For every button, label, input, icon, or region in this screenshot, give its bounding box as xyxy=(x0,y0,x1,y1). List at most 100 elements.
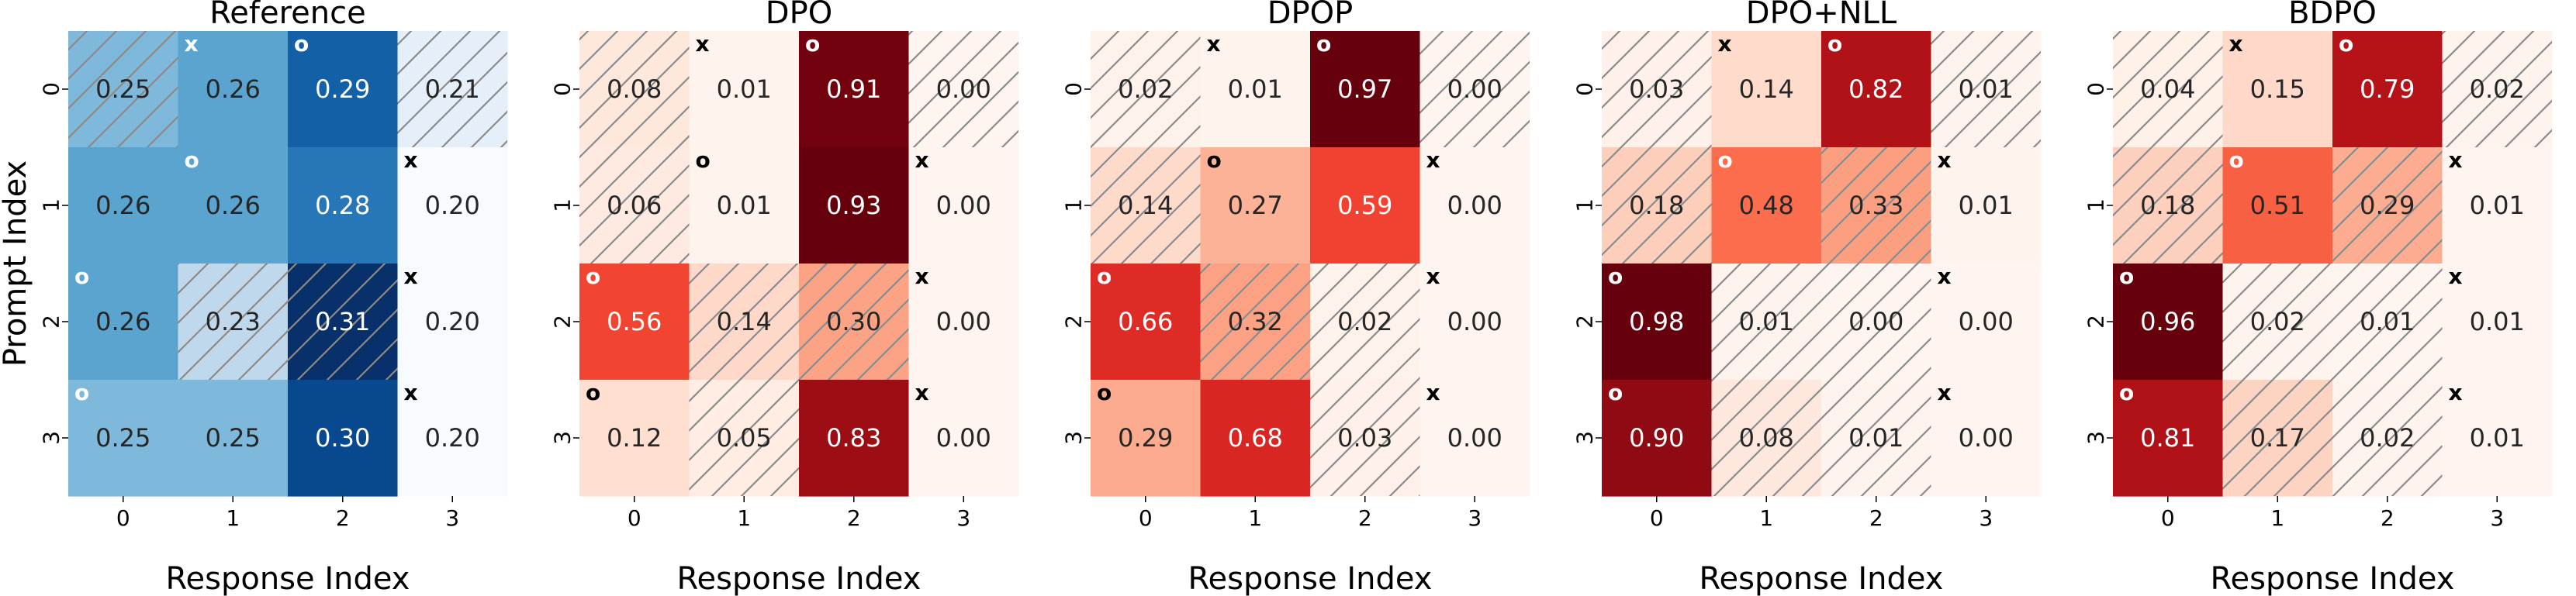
cell-value-label: 0.66 xyxy=(1118,307,1173,336)
heatmap-cell xyxy=(1091,264,1202,381)
cell-value-label: 0.02 xyxy=(2360,423,2415,453)
x-tick-label: 3 xyxy=(445,505,459,531)
choice-marker: o xyxy=(805,31,820,57)
y-tick-label: 2 xyxy=(2083,315,2109,329)
hatch-overlay xyxy=(1310,380,1420,496)
hatch-overlay xyxy=(1602,147,1712,264)
heatmap-cell xyxy=(1602,264,1713,381)
cell-value-label: 0.29 xyxy=(2360,191,2415,220)
cell-value-label: 0.15 xyxy=(2250,74,2305,104)
heatmap-cell xyxy=(1200,380,1311,497)
heatmap-panel-3: 0.03 0.14 0.82 0.01 0.18 0.48 0.33 0.01 0.98 0.01… xyxy=(1572,0,2042,596)
cell-value-label: 0.01 xyxy=(1228,74,1283,104)
hatch-overlay xyxy=(1711,380,1821,496)
heatmap-cell xyxy=(689,147,800,264)
choice-marker: o xyxy=(2119,264,2134,289)
cell-value-label: 0.26 xyxy=(95,191,150,220)
heatmap-cell xyxy=(799,147,910,264)
x-tick-label: 0 xyxy=(2161,505,2175,531)
cell-value-label: 0.20 xyxy=(425,191,480,220)
choice-marker: x xyxy=(915,380,929,405)
cell-value-label: 0.26 xyxy=(206,74,261,104)
cell-value-label: 0.33 xyxy=(1848,191,1903,220)
cell-value-label: 0.91 xyxy=(826,74,881,104)
heatmap-cell xyxy=(178,31,289,148)
heatmap-cell xyxy=(799,31,910,148)
cell-value-label: 0.31 xyxy=(315,307,370,336)
choice-marker: x xyxy=(2229,31,2243,57)
cell-value-label: 0.97 xyxy=(1337,74,1392,104)
cell-value-label: 0.00 xyxy=(1959,423,2014,453)
choice-marker: x xyxy=(404,147,418,173)
heatmap-cell xyxy=(908,264,1019,381)
cell-value-label: 0.56 xyxy=(607,307,662,336)
hatch-overlay xyxy=(2442,31,2552,147)
heatmap-cell xyxy=(2442,147,2553,264)
choice-marker: x xyxy=(1718,31,1732,57)
cell-value-label: 0.68 xyxy=(1228,423,1283,453)
choice-marker: o xyxy=(185,147,199,173)
hatch-overlay xyxy=(2332,147,2443,264)
choice-marker: o xyxy=(2119,380,2134,405)
choice-marker: o xyxy=(586,264,600,289)
cell-value-label: 0.29 xyxy=(315,74,370,104)
cell-value-label: 0.03 xyxy=(1629,74,1684,104)
cell-value-label: 0.26 xyxy=(206,191,261,220)
heatmap-cell xyxy=(288,380,399,497)
y-tick-label: 1 xyxy=(550,198,576,212)
cell-value-label: 0.00 xyxy=(936,191,991,220)
heatmap-cell xyxy=(1419,380,1530,497)
choice-marker: x xyxy=(915,264,929,289)
cell-value-label: 0.48 xyxy=(1739,191,1794,220)
cell-value-label: 0.08 xyxy=(1739,423,1794,453)
cell-value-label: 0.26 xyxy=(95,307,150,336)
y-tick-label: 1 xyxy=(1572,198,1598,212)
cell-value-label: 0.90 xyxy=(1629,423,1684,453)
cell-value-label: 0.25 xyxy=(206,423,261,453)
choice-marker: x xyxy=(2449,380,2463,405)
x-tick-label: 3 xyxy=(1979,505,1993,531)
x-tick-label: 2 xyxy=(336,505,350,531)
heatmap-cell xyxy=(1310,31,1421,148)
choice-marker: o xyxy=(74,380,89,405)
heatmap-panel-1: 0.08 0.01 0.91 0.00 0.06 0.01 0.93 0.00 0.56 0.14… xyxy=(550,0,1019,596)
panel-title: DPO xyxy=(766,0,832,31)
heatmap-cell xyxy=(68,147,179,264)
cell-value-label: 0.14 xyxy=(1739,74,1794,104)
heatmap-cell xyxy=(908,147,1019,264)
x-tick-label: 2 xyxy=(847,505,861,531)
heatmap-cell xyxy=(1711,31,1822,148)
heatmap-cell xyxy=(288,147,399,264)
heatmap-cell xyxy=(1419,264,1530,381)
cell-value-label: 0.83 xyxy=(826,423,881,453)
choice-marker: o xyxy=(586,380,600,405)
y-tick-label: 0 xyxy=(1061,82,1087,96)
cell-value-label: 0.03 xyxy=(1337,423,1392,453)
choice-marker: o xyxy=(1718,147,1733,173)
cell-value-label: 0.01 xyxy=(1959,74,2014,104)
choice-marker: o xyxy=(74,264,89,289)
cell-value-label: 0.59 xyxy=(1337,191,1392,220)
cell-value-label: 0.93 xyxy=(826,191,881,220)
heatmap-cell xyxy=(689,31,800,148)
cell-value-label: 0.25 xyxy=(95,74,150,104)
choice-marker: x xyxy=(1938,147,1952,173)
x-tick-label: 2 xyxy=(1358,505,1372,531)
x-axis-label: Response Index xyxy=(1188,561,1433,596)
choice-marker: x xyxy=(1207,31,1221,57)
hatch-overlay xyxy=(1091,31,1201,147)
heatmap-cell xyxy=(2113,264,2224,381)
cell-value-label: 0.01 xyxy=(717,191,772,220)
heatmap-cell xyxy=(178,147,289,264)
heatmap-cell xyxy=(1602,380,1713,497)
choice-marker: x xyxy=(404,264,418,289)
heatmap-cell xyxy=(1711,147,1822,264)
choice-marker: x xyxy=(1426,380,1440,405)
cell-value-label: 0.02 xyxy=(1337,307,1392,336)
heatmap-cell xyxy=(1310,147,1421,264)
choice-marker: x xyxy=(2449,147,2463,173)
hatch-overlay xyxy=(908,31,1018,147)
heatmap-cell xyxy=(397,147,508,264)
cell-value-label: 0.00 xyxy=(1447,307,1502,336)
cell-value-label: 0.02 xyxy=(1118,74,1173,104)
